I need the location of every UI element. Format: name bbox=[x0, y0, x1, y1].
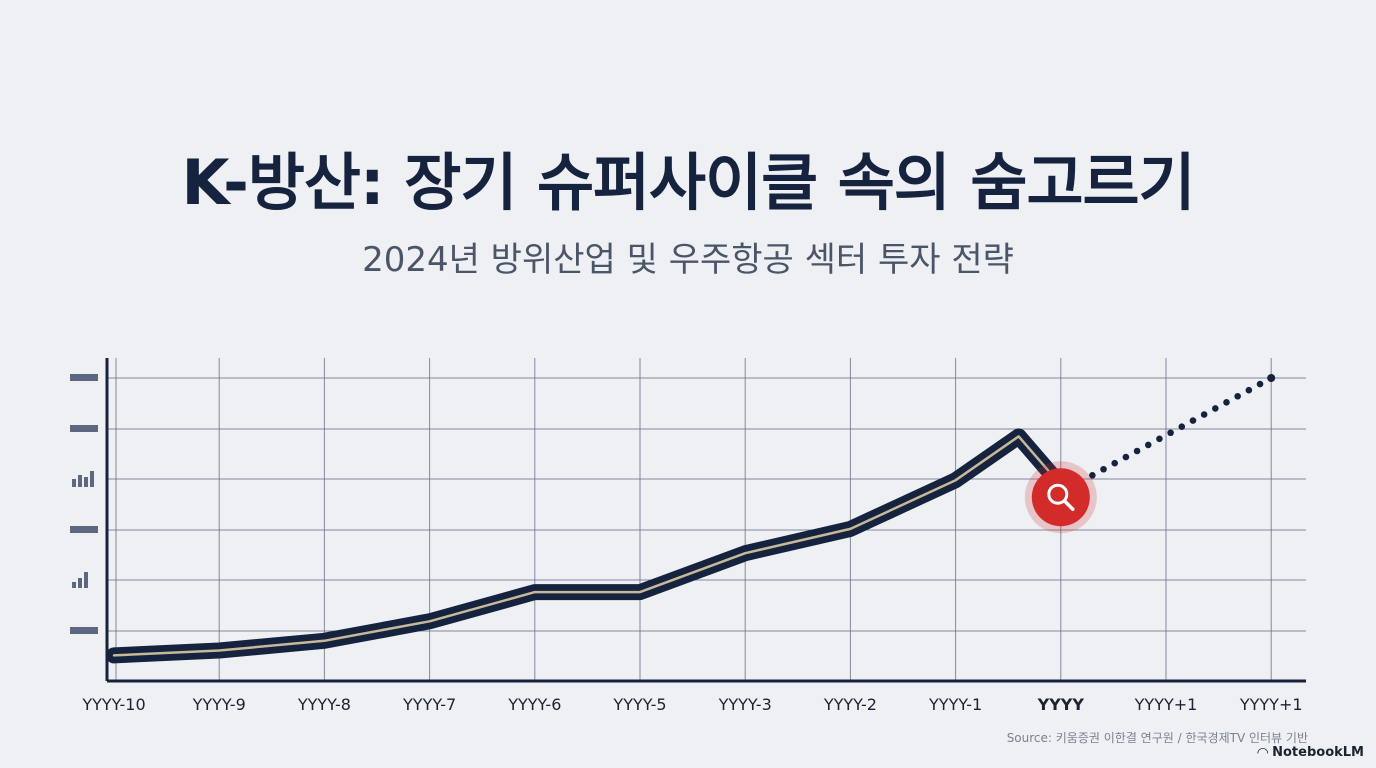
projection-dot bbox=[1156, 435, 1163, 443]
x-tick-label: YYYY-2 bbox=[823, 695, 877, 714]
search-icon bbox=[1024, 461, 1097, 534]
x-tick-label: YYYY+1 bbox=[1239, 695, 1303, 714]
projection-dot bbox=[1089, 472, 1096, 479]
projection-dot bbox=[1223, 399, 1230, 406]
bar-chart-icon-bar bbox=[84, 477, 88, 487]
projection-dot bbox=[1200, 411, 1208, 418]
x-tick-label: YYYY-3 bbox=[718, 695, 772, 714]
source-note: Source: 키움증권 이한결 연구원 / 한국경제TV 인터뷰 기반 bbox=[1006, 731, 1308, 745]
bar-chart-icon-bar bbox=[78, 578, 82, 588]
x-tick-label: YYYY-7 bbox=[402, 695, 456, 714]
series-line-outer bbox=[106, 428, 1069, 664]
projection-dot bbox=[1133, 447, 1141, 455]
y-axis-glyphs bbox=[70, 374, 98, 634]
chart-grid bbox=[105, 358, 1306, 683]
line-chart: YYYY-10 YYYY-9 YYYY-8 YYYY-7 YYYY-6 YYYY-5 YYY… bbox=[70, 358, 1306, 714]
projection-dot bbox=[1111, 459, 1119, 467]
highlight-marker bbox=[1024, 461, 1097, 534]
x-tick-label: YYYY-6 bbox=[507, 695, 561, 714]
brand-mark: ◠ NotebookLM bbox=[1257, 745, 1364, 760]
projection-dot bbox=[1189, 417, 1197, 424]
search-icon-handle bbox=[1063, 499, 1075, 511]
notebook-icon: ◠ bbox=[1257, 744, 1269, 761]
axis-dash bbox=[70, 627, 98, 634]
bar-chart-icon-bar bbox=[72, 479, 76, 487]
search-icon-disc bbox=[1031, 468, 1090, 527]
projection-dot bbox=[1245, 386, 1253, 394]
chart-series bbox=[106, 374, 1276, 664]
projection-dot bbox=[1234, 392, 1241, 400]
x-axis-labels: YYYY-10 YYYY-9 YYYY-8 YYYY-7 YYYY-6 YYYY-5 YYY… bbox=[81, 695, 1302, 714]
axis-dash bbox=[70, 425, 98, 432]
bar-chart-icon-bar bbox=[84, 572, 88, 588]
x-tick-label: YYYY-1 bbox=[928, 695, 982, 714]
projection-dot bbox=[1212, 405, 1219, 412]
bar-chart-icon bbox=[72, 471, 94, 487]
projection-dot bbox=[1267, 374, 1276, 382]
projection-dot bbox=[1256, 380, 1264, 388]
series-line-inner bbox=[112, 435, 1063, 657]
x-tick-label: YYYY-5 bbox=[612, 695, 666, 714]
bar-chart-icon-bar bbox=[78, 475, 82, 487]
x-tick-label: YYYY bbox=[1037, 695, 1085, 714]
x-tick-label: YYYY-10 bbox=[81, 695, 145, 714]
projection-dot bbox=[1100, 465, 1107, 473]
projection-dot bbox=[1122, 453, 1130, 461]
projection-dot bbox=[1167, 429, 1174, 437]
search-icon-lens bbox=[1047, 483, 1069, 505]
x-tick-label: YYYY+1 bbox=[1134, 695, 1198, 714]
axis-dash bbox=[70, 374, 98, 381]
brand-label: NotebookLM bbox=[1272, 745, 1364, 760]
axis-dash bbox=[70, 526, 98, 533]
page-subtitle: 2024년 방위산업 및 우주항공 섹터 투자 전략 bbox=[362, 240, 1014, 280]
x-tick-label: YYYY-8 bbox=[297, 695, 351, 714]
bar-chart-icon-bar bbox=[72, 582, 76, 588]
bar-chart-icon-bar bbox=[90, 471, 94, 487]
projection-dot bbox=[1178, 423, 1186, 430]
page-title: K-방산: 장기 슈퍼사이클 속의 숨고르기 bbox=[181, 146, 1195, 219]
bar-chart-icon bbox=[72, 572, 88, 588]
x-tick-label: YYYY-9 bbox=[192, 695, 246, 714]
projection-dot bbox=[1144, 441, 1152, 449]
